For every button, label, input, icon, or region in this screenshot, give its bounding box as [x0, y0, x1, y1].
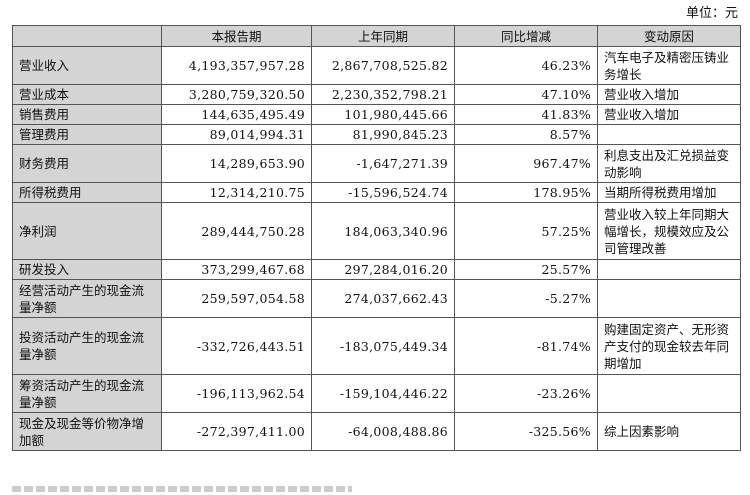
- change-reason: 利息支出及汇兑损益变动影响: [597, 144, 741, 183]
- change-value: 8.57%: [454, 124, 598, 145]
- row-label: 财务费用: [12, 144, 162, 183]
- row-label: 净利润: [12, 202, 162, 260]
- change-value: 57.25%: [454, 202, 598, 260]
- cropped-text-line: [12, 486, 352, 492]
- current-value: 144,635,495.49: [161, 104, 312, 125]
- table-row: 销售费用 144,635,495.49 101,980,445.66 41.83…: [12, 104, 741, 125]
- current-value: 373,299,467.68: [161, 259, 312, 280]
- prior-value: -159,104,446.22: [311, 374, 455, 413]
- prior-value: 2,230,352,798.21: [311, 84, 455, 105]
- row-label: 筹资活动产生的现金流量净额: [12, 374, 162, 413]
- table-row: 研发投入 373,299,467.68 297,284,016.20 25.57…: [12, 259, 741, 280]
- current-value: 259,597,054.58: [161, 279, 312, 318]
- header-current-period: 本报告期: [161, 25, 312, 47]
- table-row: 所得税费用 12,314,210.75 -15,596,524.74 178.9…: [12, 182, 741, 203]
- table-row: 现金及现金等价物净增加额 -272,397,411.00 -64,008,488…: [12, 412, 741, 451]
- prior-value: 81,990,845.23: [311, 124, 455, 145]
- table-row: 营业收入 4,193,357,957.28 2,867,708,525.82 4…: [12, 46, 741, 85]
- change-value: 967.47%: [454, 144, 598, 183]
- change-reason: 营业收入增加: [597, 84, 741, 105]
- header-prior-period: 上年同期: [311, 25, 455, 47]
- row-label: 营业成本: [12, 84, 162, 105]
- current-value: 12,314,210.75: [161, 182, 312, 203]
- prior-value: -1,647,271.39: [311, 144, 455, 183]
- row-label: 管理费用: [12, 124, 162, 145]
- table-row: 营业成本 3,280,759,320.50 2,230,352,798.21 4…: [12, 84, 741, 105]
- row-label: 投资活动产生的现金流量净额: [12, 317, 162, 375]
- table-row: 投资活动产生的现金流量净额 -332,726,443.51 -183,075,4…: [12, 317, 741, 375]
- change-value: 46.23%: [454, 46, 598, 85]
- current-value: 4,193,357,957.28: [161, 46, 312, 85]
- change-value: 25.57%: [454, 259, 598, 280]
- change-reason: [597, 124, 741, 145]
- table-row: 筹资活动产生的现金流量净额 -196,113,962.54 -159,104,4…: [12, 374, 741, 413]
- row-label: 销售费用: [12, 104, 162, 125]
- current-value: -272,397,411.00: [161, 412, 312, 451]
- table-row: 经营活动产生的现金流量净额 259,597,054.58 274,037,662…: [12, 279, 741, 318]
- prior-value: -183,075,449.34: [311, 317, 455, 375]
- row-label: 经营活动产生的现金流量净额: [12, 279, 162, 318]
- row-label: 所得税费用: [12, 182, 162, 203]
- prior-value: 274,037,662.43: [311, 279, 455, 318]
- change-reason: 购建固定资产、无形资产支付的现金较去年同期增加: [597, 317, 741, 375]
- change-reason: [597, 259, 741, 280]
- unit-label: 单位：元: [685, 6, 738, 21]
- change-value: -81.74%: [454, 317, 598, 375]
- financial-change-table: 本报告期 上年同期 同比增减 变动原因 营业收入 4,193,357,957.2…: [12, 25, 741, 451]
- prior-value: 297,284,016.20: [311, 259, 455, 280]
- change-value: -23.26%: [454, 374, 598, 413]
- change-reason: 综上因素影响: [597, 412, 741, 451]
- change-value: -5.27%: [454, 279, 598, 318]
- table-header-row: 本报告期 上年同期 同比增减 变动原因: [12, 25, 741, 47]
- table-row: 财务费用 14,289,653.90 -1,647,271.39 967.47%…: [12, 144, 741, 183]
- change-reason: 营业收入较上年同期大幅增长，规模效应及公司管理改善: [597, 202, 741, 260]
- current-value: 3,280,759,320.50: [161, 84, 312, 105]
- prior-value: 101,980,445.66: [311, 104, 455, 125]
- row-label: 现金及现金等价物净增加额: [12, 412, 162, 451]
- prior-value: 2,867,708,525.82: [311, 46, 455, 85]
- change-reason: [597, 374, 741, 413]
- change-reason: [597, 279, 741, 318]
- prior-value: -15,596,524.74: [311, 182, 455, 203]
- header-yoy-change: 同比增减: [454, 25, 598, 47]
- change-value: 41.83%: [454, 104, 598, 125]
- change-value: 178.95%: [454, 182, 598, 203]
- row-label: 营业收入: [12, 46, 162, 85]
- current-value: 14,289,653.90: [161, 144, 312, 183]
- current-value: 89,014,994.31: [161, 124, 312, 145]
- prior-value: -64,008,488.86: [311, 412, 455, 451]
- change-reason: 当期所得税费用增加: [597, 182, 741, 203]
- current-value: 289,444,750.28: [161, 202, 312, 260]
- change-value: 47.10%: [454, 84, 598, 105]
- prior-value: 184,063,340.96: [311, 202, 455, 260]
- table-row: 净利润 289,444,750.28 184,063,340.96 57.25%…: [12, 202, 741, 260]
- current-value: -332,726,443.51: [161, 317, 312, 375]
- change-value: -325.56%: [454, 412, 598, 451]
- table-row: 管理费用 89,014,994.31 81,990,845.23 8.57%: [12, 124, 741, 145]
- row-label: 研发投入: [12, 259, 162, 280]
- header-reason: 变动原因: [597, 25, 741, 47]
- header-item: [12, 25, 162, 47]
- change-reason: 汽车电子及精密压铸业务增长: [597, 46, 741, 85]
- current-value: -196,113,962.54: [161, 374, 312, 413]
- change-reason: 营业收入增加: [597, 104, 741, 125]
